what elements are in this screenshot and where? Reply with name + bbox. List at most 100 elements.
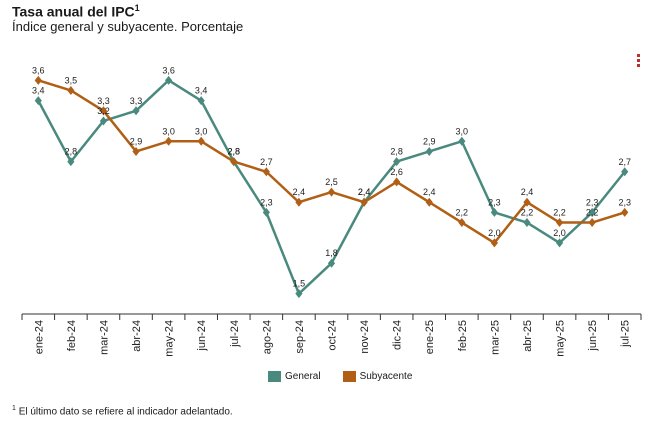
data-label-general-feb-24: 2,8 xyxy=(65,147,78,157)
data-point-subyacente-may-25 xyxy=(555,218,564,228)
data-point-subyacente-ene-24 xyxy=(34,75,42,85)
data-label-subyacente-may-24: 3,0 xyxy=(162,126,175,136)
data-point-subyacente-ene-25 xyxy=(425,197,433,207)
legend-label-subyacente: Subyacente xyxy=(359,371,413,382)
data-label-general-abr-24: 3,3 xyxy=(130,96,143,106)
data-point-subyacente-ago-24 xyxy=(262,167,270,177)
data-label-subyacente-jul-24: 2,8 xyxy=(228,147,241,157)
data-label-subyacente-jun-25: 2,2 xyxy=(586,208,599,218)
data-point-general-dic-24 xyxy=(393,157,401,167)
data-label-general-ene-25: 2,9 xyxy=(423,136,436,146)
legend-label-general: General xyxy=(285,371,321,382)
data-label-subyacente-jul-25: 2,3 xyxy=(618,197,631,207)
data-point-general-abr-24 xyxy=(132,106,140,116)
x-tick-label-ene-25: ene-25 xyxy=(424,320,436,354)
data-point-subyacente-jul-24 xyxy=(230,157,238,167)
data-point-subyacente-oct-24 xyxy=(327,187,336,197)
data-point-subyacente-nov-24 xyxy=(360,197,368,207)
data-label-subyacente-may-25: 2,2 xyxy=(553,208,566,218)
x-tick-label-ago-24: ago-24 xyxy=(261,320,273,354)
chart-subtitle: Índice general y subyacente. Porcentaje xyxy=(12,19,244,34)
x-tick-label-jun-24: jun-24 xyxy=(196,320,208,352)
data-label-general-mar-25: 2,3 xyxy=(488,197,501,207)
x-tick-label-ene-24: ene-24 xyxy=(33,320,45,354)
data-point-subyacente-jun-24 xyxy=(197,136,205,146)
x-tick-label-nov-24: nov-24 xyxy=(359,320,371,354)
data-label-subyacente-feb-24: 3,5 xyxy=(65,75,78,85)
data-label-general-mar-24: 3,2 xyxy=(97,106,110,116)
x-tick-label-feb-24: feb-24 xyxy=(66,320,78,351)
data-point-subyacente-jul-25 xyxy=(621,207,629,217)
data-label-subyacente-ago-24: 2,7 xyxy=(260,157,273,167)
title-footnote-mark: 1 xyxy=(134,3,140,13)
x-tick-label-may-24: may-24 xyxy=(164,320,176,357)
data-label-general-dic-24: 2,8 xyxy=(390,147,403,157)
legend-swatch-general xyxy=(268,371,281,382)
data-point-general-jun-25 xyxy=(588,207,596,217)
data-point-general-mar-25 xyxy=(490,207,498,217)
data-point-general-ago-24 xyxy=(262,207,270,217)
data-point-subyacente-jun-25 xyxy=(588,218,596,228)
legend-swatch-subyacente xyxy=(342,371,356,382)
data-label-subyacente-ene-24: 3,6 xyxy=(32,65,45,75)
data-label-general-jul-25: 2,7 xyxy=(618,157,631,167)
data-label-general-abr-25: 2,2 xyxy=(521,208,534,218)
data-label-subyacente-nov-24: 2,4 xyxy=(358,187,371,197)
data-label-subyacente-abr-25: 2,4 xyxy=(521,187,534,197)
data-point-general-jul-25 xyxy=(621,167,629,177)
data-label-general-feb-25: 3,0 xyxy=(456,126,469,136)
data-label-general-jun-24: 3,4 xyxy=(195,86,208,96)
data-point-subyacente-sep-24 xyxy=(295,197,303,207)
x-tick-label-jun-25: jun-25 xyxy=(587,320,599,352)
data-label-general-nov-24: 2,4 xyxy=(358,187,371,197)
data-label-subyacente-oct-24: 2,5 xyxy=(325,177,338,187)
data-label-general-may-24: 3,6 xyxy=(162,65,175,75)
data-label-general-oct-24: 1,8 xyxy=(325,248,338,258)
data-label-subyacente-dic-24: 2,6 xyxy=(390,167,403,177)
legend-item-general[interactable]: General xyxy=(268,371,321,382)
data-point-general-abr-25 xyxy=(523,218,531,228)
series-line-subyacente xyxy=(37,79,626,245)
x-tick-label-jul-24: jul-24 xyxy=(229,320,241,348)
data-point-subyacente-abr-24 xyxy=(132,146,140,156)
x-tick-label-dic-24: dic-24 xyxy=(392,320,404,350)
data-label-subyacente-mar-24: 3,3 xyxy=(97,96,110,106)
legend: General Subyacente xyxy=(268,371,434,382)
x-tick-label-feb-25: feb-25 xyxy=(457,320,469,351)
data-point-subyacente-may-24 xyxy=(165,136,173,146)
x-tick-label-abr-24: abr-24 xyxy=(131,320,143,352)
data-label-general-ene-24: 3,4 xyxy=(32,86,45,96)
data-label-subyacente-ene-25: 2,4 xyxy=(423,187,436,197)
chart-menu-icon[interactable] xyxy=(637,54,641,68)
data-point-general-oct-24 xyxy=(327,258,336,268)
footnote-mark: 1 xyxy=(12,405,16,412)
data-point-general-sep-24 xyxy=(295,289,303,299)
data-label-subyacente-mar-25: 2,0 xyxy=(488,228,501,238)
data-point-subyacente-abr-25 xyxy=(523,197,531,207)
data-point-general-ene-25 xyxy=(425,146,433,156)
x-tick-label-oct-24: oct-24 xyxy=(327,320,339,351)
data-label-general-jun-25: 2,3 xyxy=(586,197,599,207)
data-point-subyacente-feb-24 xyxy=(67,85,75,95)
data-point-subyacente-dic-24 xyxy=(393,177,401,187)
data-point-general-may-25 xyxy=(555,238,564,248)
data-label-general-jul-24: 2,8 xyxy=(228,147,241,157)
data-point-subyacente-feb-25 xyxy=(458,218,466,228)
data-label-subyacente-abr-24: 2,9 xyxy=(130,136,143,146)
data-label-subyacente-feb-25: 2,2 xyxy=(456,208,469,218)
legend-item-subyacente[interactable]: Subyacente xyxy=(342,371,413,382)
x-tick-label-mar-24: mar-24 xyxy=(98,320,110,355)
data-point-general-mar-24 xyxy=(99,116,108,126)
data-point-subyacente-mar-24 xyxy=(99,106,108,116)
data-label-subyacente-jun-24: 3,0 xyxy=(195,126,208,136)
data-point-subyacente-mar-25 xyxy=(490,238,498,248)
data-label-general-ago-24: 2,3 xyxy=(260,197,273,207)
data-label-general-may-25: 2,0 xyxy=(553,228,566,238)
x-tick-label-jul-25: jul-25 xyxy=(620,320,632,348)
data-label-subyacente-sep-24: 2,4 xyxy=(293,187,306,197)
chart-title: Tasa anual del IPC1 xyxy=(12,3,140,20)
data-point-general-may-24 xyxy=(165,75,173,85)
data-point-general-jun-24 xyxy=(197,96,205,106)
x-tick-label-abr-25: abr-25 xyxy=(522,320,534,352)
